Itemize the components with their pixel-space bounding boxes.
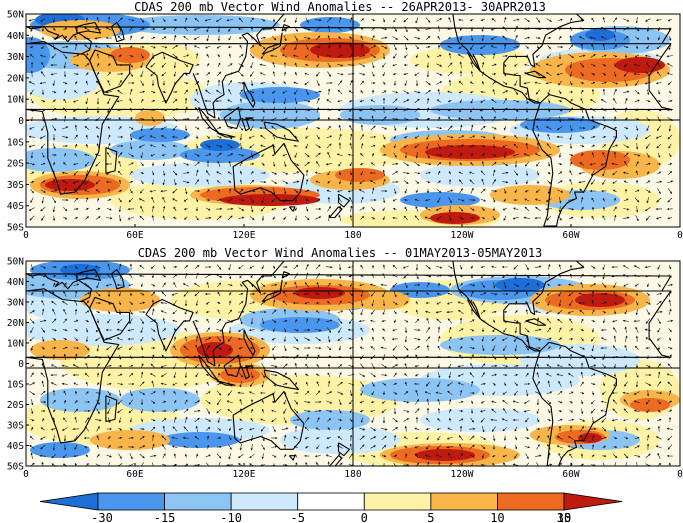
panel-1-coastlines [26,14,672,227]
lat-label: 10N [7,339,24,350]
colorbar-segment [230,492,299,511]
lon-label: 0 [23,469,29,480]
lat-label: 40N [7,277,24,288]
lat-label: 10S [7,137,24,148]
colorbar-label: -30 [91,511,113,523]
lat-label: 20N [7,318,24,329]
lat-label: 50S [7,462,24,473]
lon-label: 60W [562,469,579,480]
colorbar-segment [164,492,232,511]
colorbar-segment [497,492,565,511]
lat-label: 0 [18,116,24,127]
lat-label: 50N [7,257,24,268]
lat-label: 50N [7,10,24,21]
panel-2: CDAS 200 mb Vector Wind Anomalies -- 01M… [7,246,683,480]
lat-label: 30S [7,421,24,432]
lat-label: 30S [7,180,24,191]
panel-2-lon-labels: 0 60E 120E 180 120W 60W 0 [23,463,683,480]
colorbar-segment [363,492,432,511]
panel-2-shading [26,261,680,466]
lat-label: 20S [7,400,24,411]
lon-label: 120E [233,230,256,241]
colorbar-label: 5 [427,511,434,523]
colorbar-label: -10 [220,511,242,523]
lat-label: 40N [7,31,24,42]
panel-1-lon-labels: 0 60E 120E 180 120W 60W 0 [23,224,683,241]
colorbar-segment [430,492,498,511]
panel-1: CDAS 200 mb Vector Wind Anomalies -- 26A… [7,0,683,241]
lat-label: 50S [7,223,24,234]
lon-label: 0 [677,230,683,241]
panel-1-shading [26,14,680,227]
panel-1-wind-vectors [28,16,674,222]
colorbar-label: 15 [557,511,571,523]
lat-label: 30N [7,52,24,63]
panel-2-lat-labels: 50N 40N 30N 20N 10N 0 10S 20S 30S 40S 50S [7,257,29,473]
colorbar-segment [97,492,165,511]
panel-2-title: CDAS 200 mb Vector Wind Anomalies -- 01M… [138,246,543,260]
lat-label: 10N [7,95,24,106]
colorbar-label: 0 [361,511,368,523]
lat-label: 10S [7,380,24,391]
colorbar-segment [563,492,623,511]
lat-label: 20N [7,73,24,84]
lon-label: 60W [562,230,579,241]
lon-label: 120W [451,469,474,480]
lat-label: 0 [18,359,24,370]
lat-label: 40S [7,201,24,212]
colorbar-label: 30 [557,511,571,523]
lon-label: 60E [126,230,143,241]
lon-label: 120W [451,230,474,241]
lon-label: 120E [233,469,256,480]
panel-2-coastlines [26,261,672,466]
lon-label: 180 [344,469,361,480]
colorbar-label: 10 [490,511,504,523]
colorbar-segment [39,492,99,511]
colorbar-segment [297,492,365,511]
panel-1-lat-labels: 50N 40N 30N 20N 10N 0 10S 20S 30S 40S 50S [7,10,29,234]
lat-label: 20S [7,159,24,170]
lat-label: 30N [7,298,24,309]
colorbar-label: -5 [290,511,304,523]
lat-label: 40S [7,441,24,452]
lon-label: 0 [677,469,683,480]
lon-label: 0 [23,230,29,241]
lon-label: 60E [126,469,143,480]
colorbar-label: -15 [154,511,176,523]
panel-1-title: CDAS 200 mb Vector Wind Anomalies -- 26A… [134,0,546,14]
lon-label: 180 [344,230,361,241]
